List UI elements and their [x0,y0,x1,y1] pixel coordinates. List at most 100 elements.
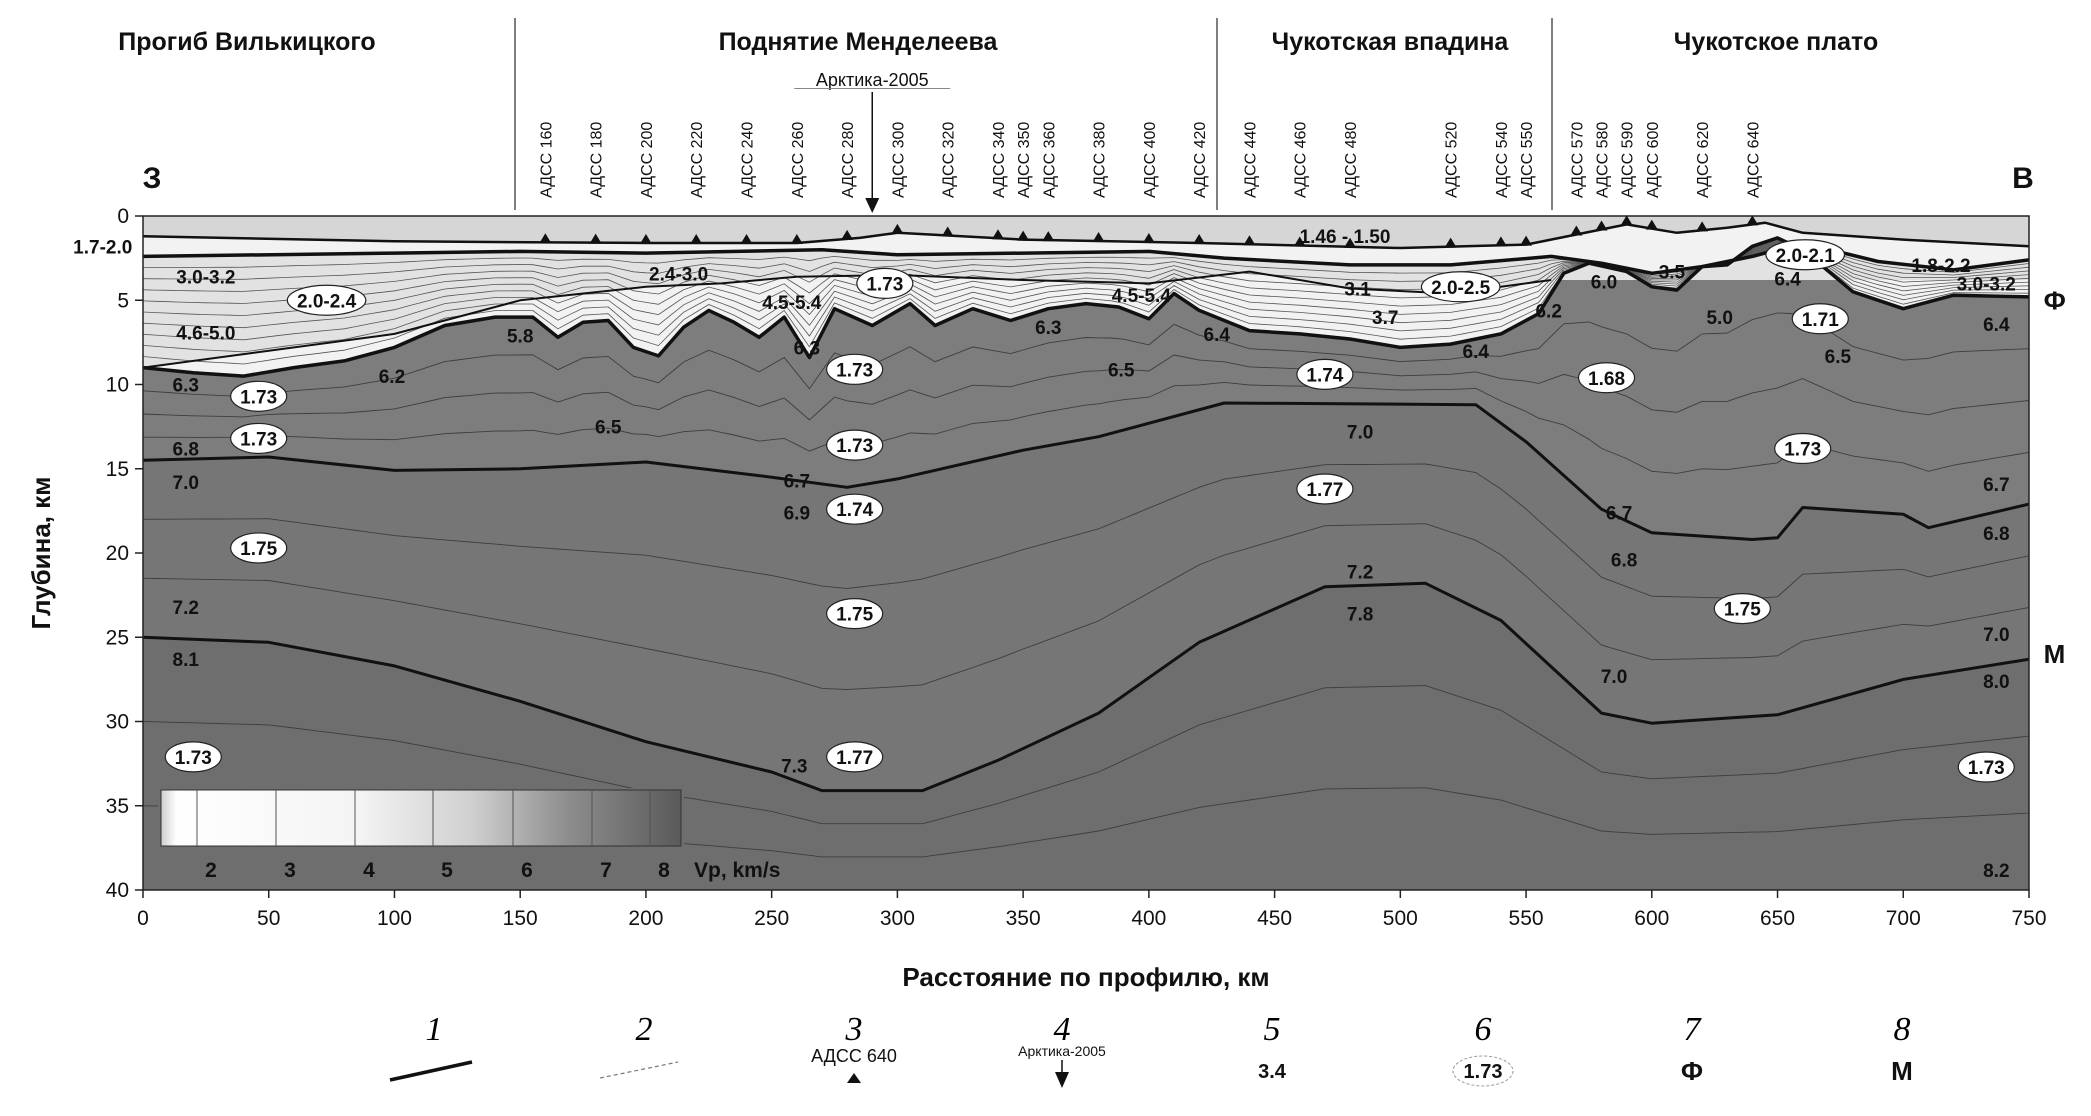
station-triangle [1042,231,1055,242]
station-triangle [891,223,904,234]
legend-velocity-text: 3.4 [1258,1061,1287,1083]
velocity-colorbar: Vp, km/s 2 3 4 5 6 7 8 [158,788,780,882]
station-triangle [639,233,652,244]
density-text: 1.75 [1724,600,1761,621]
legend-station-label: АДСС 640 [811,1046,897,1066]
x-tick-label: 700 [1886,907,1921,930]
colorbar-tick: 2 [205,859,217,882]
y-tick-label: 15 [106,458,129,481]
density-text: 2.0-2.5 [1431,278,1491,299]
station-triangle [740,233,753,244]
colorbar-unit-label: Vp, km/s [694,859,780,882]
station-label: АДСС 320 [941,122,958,198]
velocity-value: 8.0 [1983,672,2009,693]
density-ellipse [1420,271,1501,303]
density-ellipse [1296,473,1354,505]
density-value: 1.74 [1296,358,1354,390]
legend-item-5: 53.4 [1258,1011,1287,1083]
y-tick-label: 0 [117,205,129,228]
velocity-value: 1.7-2.0 [73,237,132,258]
density-text: 1.73 [836,360,873,381]
horizon-label: Ф [2044,285,2066,315]
velocity-value: 8.2 [1983,861,2009,882]
density-value: 1.71 [1791,303,1849,335]
legend-item-2: 2 [599,1011,679,1079]
density-text: 1.75 [240,539,277,560]
velocity-value: 7.8 [1347,605,1373,626]
density-ellipse [826,598,884,630]
velocity-value: 5.0 [1706,308,1732,329]
density-text: 2.0-2.1 [1776,246,1836,267]
velocity-value: 7.0 [173,473,199,494]
density-value: 1.77 [1296,473,1354,505]
velocity-isoline [143,312,2029,397]
legend-number: 7 [1684,1011,1703,1048]
region-mendeleev-rise: Поднятие Менделеева [719,28,999,56]
station-triangle [991,229,1004,240]
density-value: 1.73 [1957,751,2015,783]
density-ellipse [230,380,288,412]
y-tick-label: 10 [106,374,129,397]
legend-thick-line [389,1060,473,1082]
station-triangle [1142,232,1155,243]
station-triangle [1494,236,1507,247]
y-tick-label: 20 [106,542,129,565]
density-value: 1.73 [230,380,288,412]
station-label: АДСС 460 [1293,122,1310,198]
direction-west-label: З [143,162,162,195]
velocity-isoline [143,463,2029,599]
station-label: АДСС 220 [689,122,706,198]
density-ellipse [230,422,288,455]
velocity-value: 6.3 [173,376,199,397]
station-label: АДСС 260 [790,122,807,198]
station-triangle [1746,215,1759,226]
velocity-value: 6.3 [1035,318,1061,339]
density-text: 1.73 [175,748,212,769]
station-label: АДСС 580 [1595,122,1612,198]
station-triangle [1193,233,1206,244]
velocity-value: 6.2 [1535,301,1561,322]
colorbar-tick: 4 [363,859,375,882]
velocity-isoline [143,381,2029,474]
station-label: АДСС 160 [538,122,555,198]
density-text: 1.75 [836,605,873,626]
x-tick-label: 300 [880,907,915,930]
density-value: 1.68 [1577,362,1636,394]
velocity-value: 8.1 [173,650,200,671]
station-label: АДСС 440 [1242,122,1259,198]
velocity-value: 1.46 - 1.50 [1300,227,1391,248]
x-tick-label: 250 [754,907,789,930]
velocity-value: 6.9 [784,504,810,525]
station-label: АДСС 280 [840,122,857,198]
density-ellipse [164,741,222,773]
velocity-value: 6.4 [1204,325,1231,346]
density-value: 1.75 [230,532,288,564]
density-value: 2.0-2.4 [286,284,367,316]
lower-crust-layer [143,403,2029,791]
region-chukchi-plateau: Чукотское плато [1674,28,1879,56]
station-label: АДСС 640 [1745,122,1762,198]
density-text: 1.68 [1588,369,1625,390]
density-value: 2.0-2.5 [1420,271,1501,303]
density-text: 2.0-2.4 [297,291,357,312]
x-tick-label: 0 [137,907,149,930]
colorbar-tick: 3 [284,859,296,882]
density-text: 1.77 [836,748,873,769]
y-tick-label: 30 [106,711,129,734]
velocity-value: 7.3 [781,756,807,777]
velocity-value: 3.0-3.2 [1957,274,2016,295]
station-label: АДСС 340 [991,122,1008,198]
legend-number: 5 [1264,1011,1281,1048]
density-value: 1.73 [856,267,914,299]
legend-thin-line [599,1061,679,1079]
density-text: 1.74 [1306,365,1343,386]
station-label: АДСС 400 [1142,122,1159,198]
station-triangle [539,233,552,244]
x-axis-label: Расстояние по профилю, км [902,962,1269,992]
moho-M-line [143,581,2029,793]
station-label: АДСС 590 [1620,122,1637,198]
density-text: 1.73 [836,436,873,457]
station-label: АДСС 380 [1092,122,1109,198]
